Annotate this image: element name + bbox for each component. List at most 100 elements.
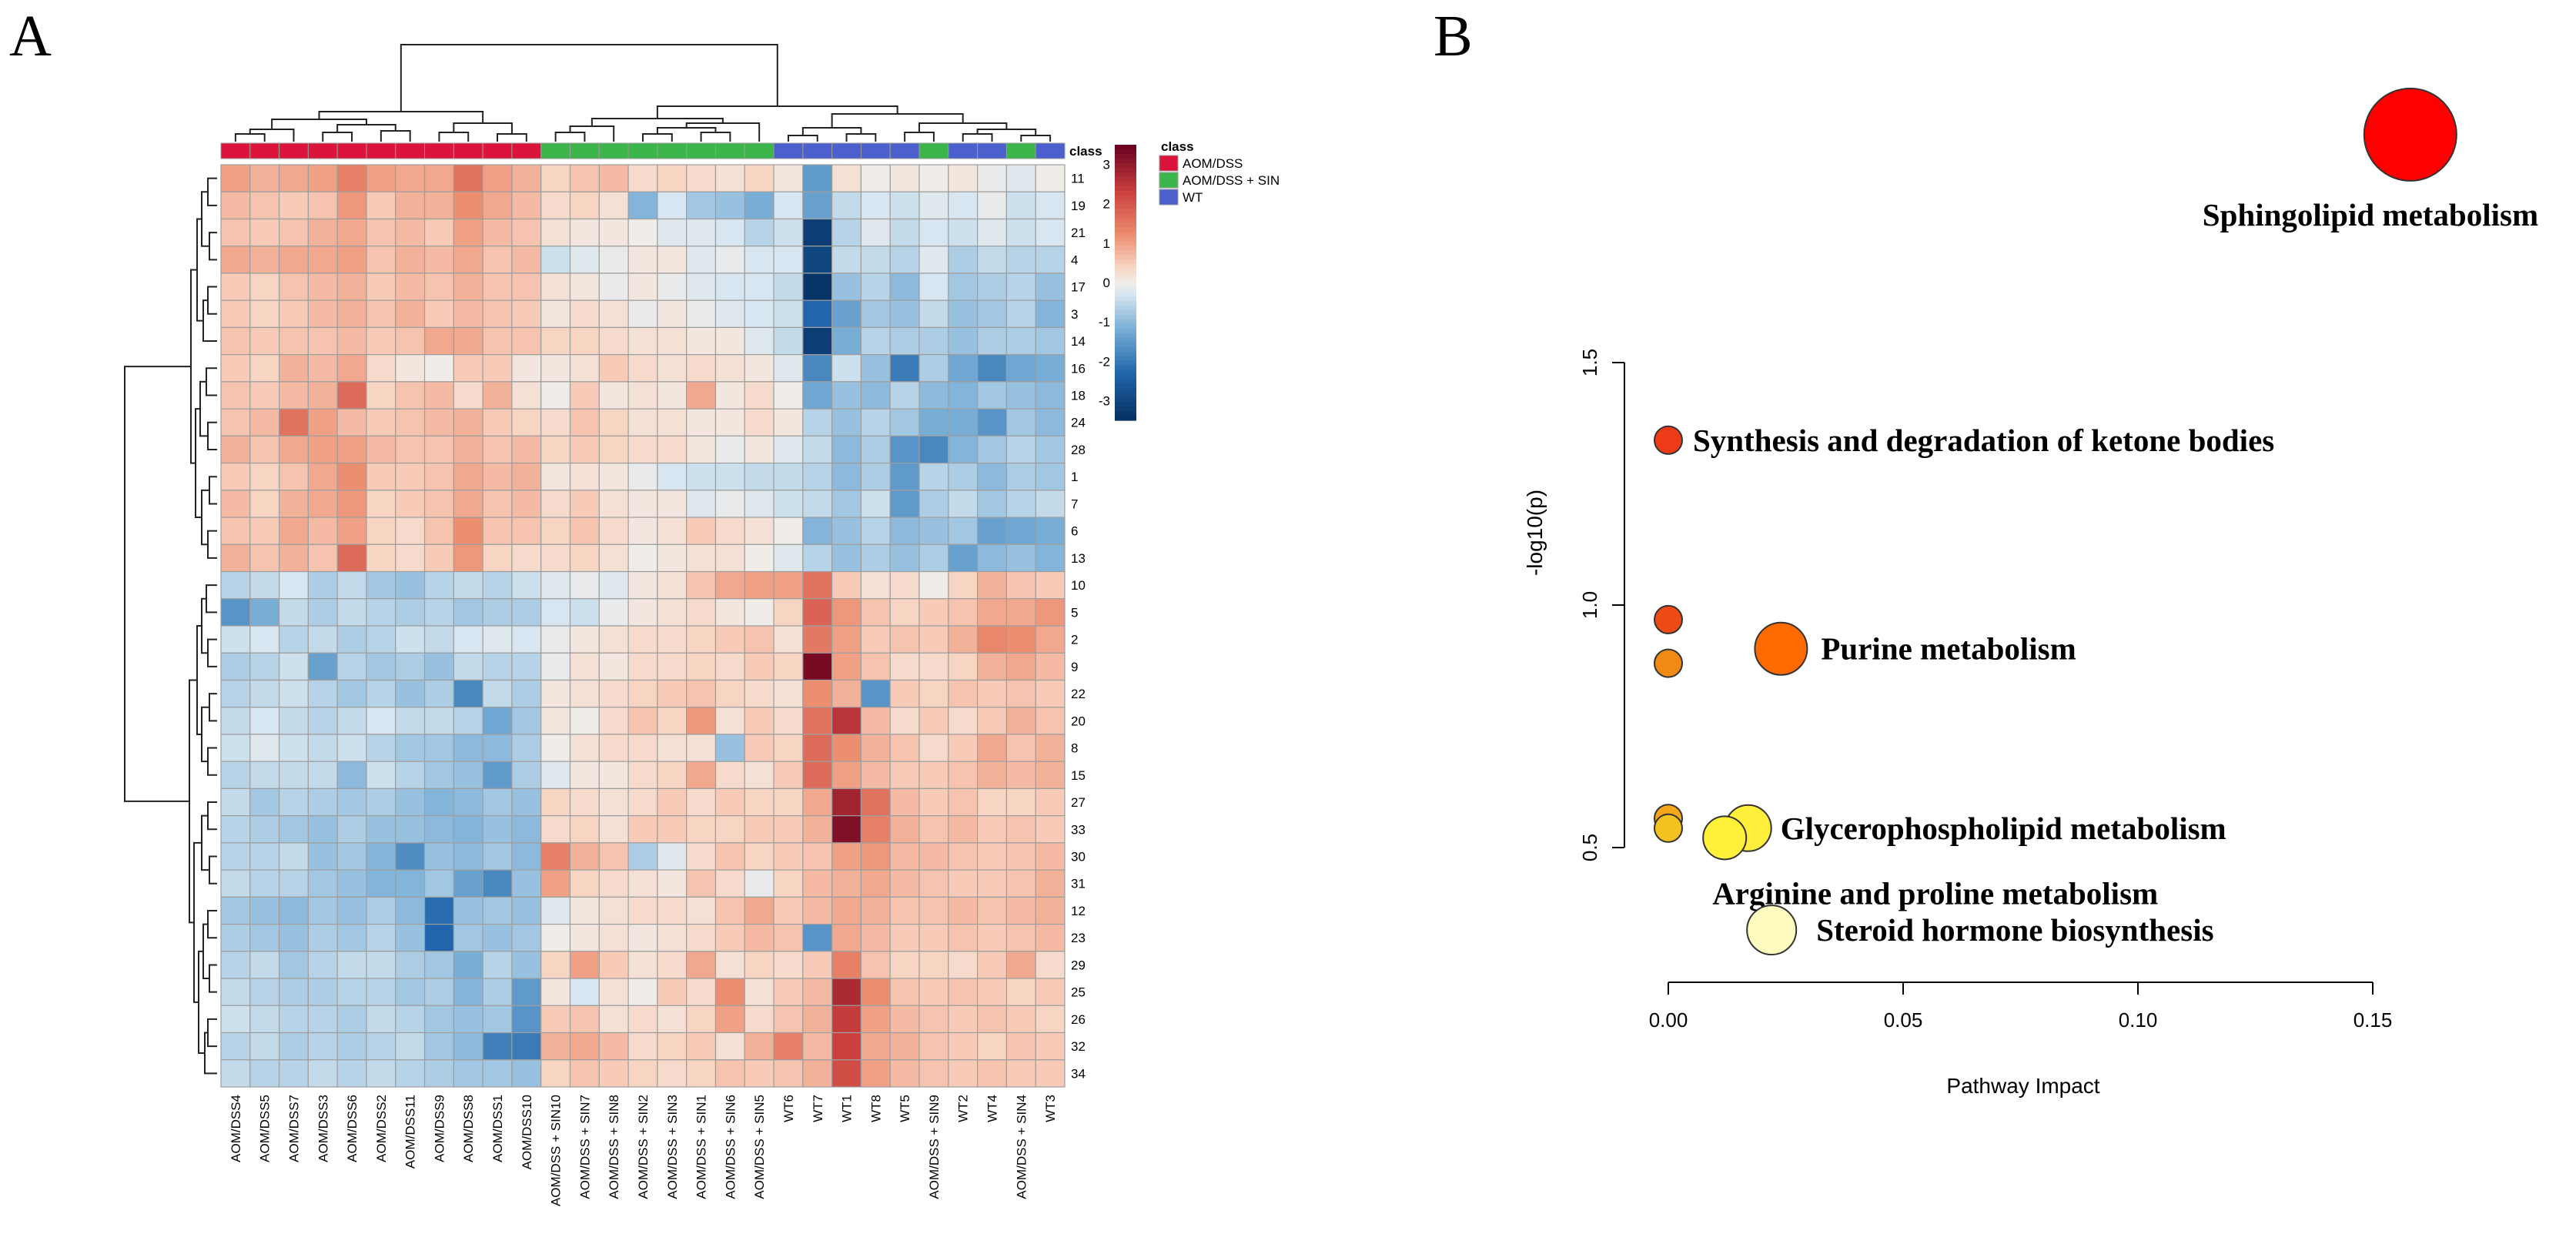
- heatmap-cell: [918, 218, 949, 247]
- heatmap-cell: [220, 218, 251, 247]
- heatmap-cell: [249, 625, 280, 654]
- heatmap-cell: [336, 707, 367, 735]
- heatmap-cell: [977, 517, 1008, 545]
- heatmap-cell: [278, 761, 309, 790]
- heatmap-cell: [423, 842, 454, 871]
- heatmap-cell: [395, 381, 426, 410]
- heatmap-cell: [1035, 679, 1066, 708]
- heatmap-cell: [249, 218, 280, 247]
- heatmap-cell: [1005, 326, 1036, 356]
- dendrogram-branch: [656, 105, 898, 119]
- heatmap-cell: [569, 299, 600, 329]
- heatmap-cell: [831, 734, 862, 762]
- heatmap-cell: [773, 734, 804, 762]
- heatmap-cell: [307, 191, 338, 220]
- heatmap-cell: [511, 408, 542, 436]
- heatmap-cell: [657, 408, 687, 436]
- heatmap-cell: [831, 273, 862, 301]
- heatmap-cell: [453, 625, 483, 654]
- heatmap-cell: [977, 381, 1008, 410]
- row-label: 28: [1071, 443, 1086, 457]
- heatmap-cell: [657, 896, 687, 925]
- heatmap-cell: [453, 978, 483, 1006]
- heatmap-cell: [860, 896, 891, 925]
- column-label: AOM/DSS4: [229, 1095, 243, 1162]
- colorbar-segment: [1115, 149, 1136, 155]
- heatmap-cell: [686, 354, 717, 383]
- heatmap-cell: [220, 652, 251, 681]
- heatmap-cell: [336, 570, 367, 600]
- heatmap-cell: [831, 517, 862, 545]
- heatmap-cell: [744, 273, 774, 301]
- heatmap-cell: [569, 218, 600, 247]
- heatmap-cell: [1035, 951, 1066, 979]
- heatmap-cell: [889, 164, 920, 192]
- heatmap-cell: [889, 896, 920, 925]
- heatmap-cell: [278, 679, 309, 708]
- heatmap-cell: [802, 435, 833, 464]
- heatmap-cell: [831, 707, 862, 735]
- heatmap-cell: [773, 815, 804, 844]
- heatmap-cell: [1005, 408, 1036, 436]
- heatmap-cell: [948, 517, 979, 545]
- heatmap-cell: [569, 896, 600, 925]
- heatmap-cell: [278, 462, 309, 491]
- heatmap-cell: [307, 543, 338, 573]
- heatmap-cell: [627, 788, 658, 817]
- heatmap-cell: [336, 788, 367, 817]
- heatmap-cell: [1005, 164, 1036, 192]
- heatmap-cell: [889, 788, 920, 817]
- heatmap-cell: [977, 923, 1008, 952]
- heatmap-cell: [627, 761, 658, 790]
- heatmap-cell: [598, 299, 629, 329]
- heatmap-cell: [511, 869, 542, 898]
- heatmap-cell: [802, 543, 833, 573]
- heatmap-cell: [627, 707, 658, 735]
- heatmap-cell: [511, 679, 542, 708]
- heatmap-cell: [860, 652, 891, 681]
- heatmap-cell: [307, 869, 338, 898]
- class-bar-cell: [657, 142, 687, 159]
- heatmap-cell: [482, 517, 513, 545]
- heatmap-cell: [860, 164, 891, 192]
- class-bar-cell: [336, 142, 367, 159]
- heatmap-cell: [366, 652, 396, 681]
- heatmap-cell: [366, 761, 396, 790]
- heatmap-cell: [482, 326, 513, 356]
- heatmap-cell: [889, 326, 920, 356]
- heatmap-cell: [714, 896, 745, 925]
- heatmap-cell: [860, 490, 891, 518]
- heatmap-cell: [278, 435, 309, 464]
- heatmap-cell: [366, 978, 396, 1006]
- heatmap-cell: [714, 381, 745, 410]
- heatmap-cell: [366, 625, 396, 654]
- heatmap-cell: [307, 652, 338, 681]
- heatmap-cell: [831, 1059, 862, 1088]
- class-annotation-bar: [220, 142, 1066, 159]
- dendrogram-branch: [962, 133, 993, 142]
- heatmap-cell: [366, 218, 396, 247]
- heatmap-cell: [453, 679, 483, 708]
- heatmap-cell: [773, 978, 804, 1006]
- heatmap-cell: [1035, 1005, 1066, 1034]
- colorbar-segment: [1115, 227, 1136, 232]
- heatmap-cell: [918, 869, 949, 898]
- heatmap-cell: [598, 1005, 629, 1034]
- heatmap-cell: [773, 679, 804, 708]
- heatmap-cell: [395, 490, 426, 518]
- heatmap-cell: [482, 1059, 513, 1088]
- heatmap-cell: [336, 299, 367, 329]
- legend-entry: WT: [1183, 190, 1203, 205]
- heatmap-cell: [744, 218, 774, 247]
- heatmap-cell: [714, 246, 745, 274]
- colorbar-segment: [1115, 278, 1136, 283]
- pathway-bubble: [1754, 621, 1808, 676]
- heatmap-cell: [366, 490, 396, 518]
- legend-swatch: [1159, 189, 1179, 206]
- heatmap-cell: [889, 435, 920, 464]
- heatmap-cell: [336, 490, 367, 518]
- heatmap-cell: [773, 896, 804, 925]
- heatmap-cell: [307, 408, 338, 436]
- heatmap-cell: [860, 707, 891, 735]
- heatmap-cell: [1035, 625, 1066, 654]
